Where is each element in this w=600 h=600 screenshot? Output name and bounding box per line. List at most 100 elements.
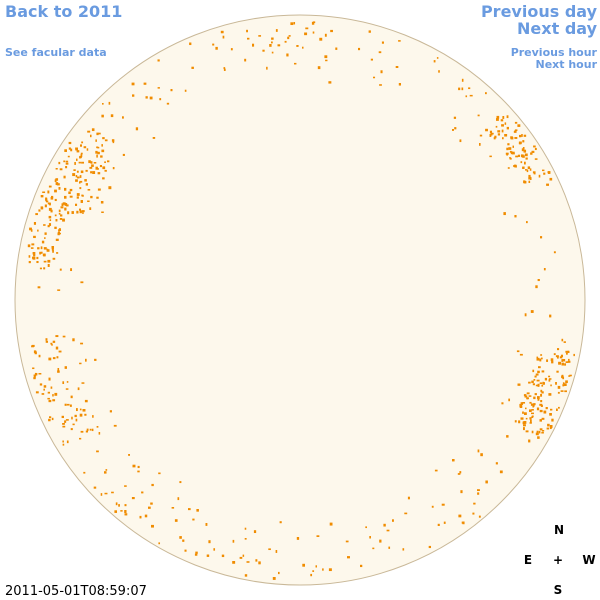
facula [407, 496, 410, 500]
facula [47, 225, 50, 228]
compass-center: + [553, 553, 563, 567]
facula [80, 281, 84, 284]
facula [97, 151, 100, 155]
facula [489, 155, 492, 158]
facula [38, 354, 41, 358]
facula [66, 381, 69, 383]
facula [246, 29, 248, 33]
facula [32, 256, 35, 259]
facula [206, 554, 210, 557]
facula [75, 175, 78, 178]
next-day-link[interactable]: Next day [517, 19, 598, 38]
facula [558, 406, 560, 409]
facula [105, 469, 108, 471]
facula [277, 44, 281, 47]
facula [521, 154, 524, 158]
facula [546, 427, 550, 430]
facula [524, 313, 527, 317]
facula [40, 195, 44, 198]
facula [495, 462, 498, 465]
facula [567, 360, 571, 363]
facula [532, 369, 535, 373]
facula [539, 358, 542, 362]
facula [152, 137, 156, 139]
previous-hour-link[interactable]: Previous hour [511, 46, 598, 59]
facula [40, 206, 44, 210]
facula [48, 399, 52, 403]
facula [30, 229, 33, 232]
facula [87, 130, 91, 133]
facula [58, 187, 61, 190]
facula [102, 177, 105, 180]
facula [509, 157, 511, 159]
facula [232, 561, 236, 564]
facula [80, 144, 83, 147]
facula [65, 162, 69, 165]
facula [523, 394, 527, 397]
facula [48, 185, 52, 188]
facula [330, 29, 333, 33]
facula [189, 42, 192, 46]
facula [550, 408, 553, 411]
facula [559, 356, 563, 359]
facula [43, 260, 47, 263]
facula [74, 162, 76, 165]
facula [101, 114, 104, 118]
facula [43, 267, 46, 270]
facula [517, 124, 521, 127]
facula [360, 564, 363, 568]
facula [132, 464, 136, 468]
facula [86, 428, 89, 431]
facula [102, 166, 106, 170]
facula [144, 514, 148, 518]
facula [535, 432, 539, 436]
facula [72, 173, 76, 177]
facula [48, 357, 52, 361]
facula [48, 207, 52, 211]
facula [111, 139, 115, 142]
facula [84, 413, 87, 416]
facula [271, 41, 273, 44]
facula [546, 183, 550, 186]
facula [373, 76, 376, 79]
previous-day-link[interactable]: Previous day [481, 2, 598, 21]
facula [95, 139, 97, 142]
facula [569, 374, 572, 377]
facula [532, 171, 536, 174]
facula [76, 170, 79, 173]
facula [549, 177, 553, 181]
facula [562, 376, 565, 380]
facula [179, 536, 182, 539]
facula [223, 67, 226, 70]
facula [514, 121, 518, 124]
next-hour-link[interactable]: Next hour [536, 58, 598, 71]
facular-data-link[interactable]: See facular data [5, 46, 107, 59]
facula [502, 137, 504, 140]
facula [255, 559, 258, 562]
facula [222, 35, 225, 39]
facula [501, 129, 504, 133]
facula [80, 170, 84, 174]
facula [324, 33, 327, 37]
facula [232, 539, 235, 543]
facula [542, 169, 545, 172]
facula [461, 78, 464, 82]
facula [305, 27, 309, 30]
facula [465, 95, 468, 98]
facula [43, 247, 47, 250]
facula [279, 521, 282, 524]
facula [540, 236, 543, 239]
facula [434, 469, 438, 472]
facula [537, 383, 540, 387]
facula [98, 432, 101, 435]
facula [543, 172, 546, 175]
facula [80, 430, 84, 433]
facula [95, 150, 98, 154]
facula [558, 361, 562, 365]
facula [540, 393, 543, 397]
facula [496, 118, 499, 121]
back-link[interactable]: Back to 2011 [5, 2, 122, 21]
facula [531, 412, 534, 415]
facula [61, 415, 64, 419]
facula [174, 519, 178, 522]
